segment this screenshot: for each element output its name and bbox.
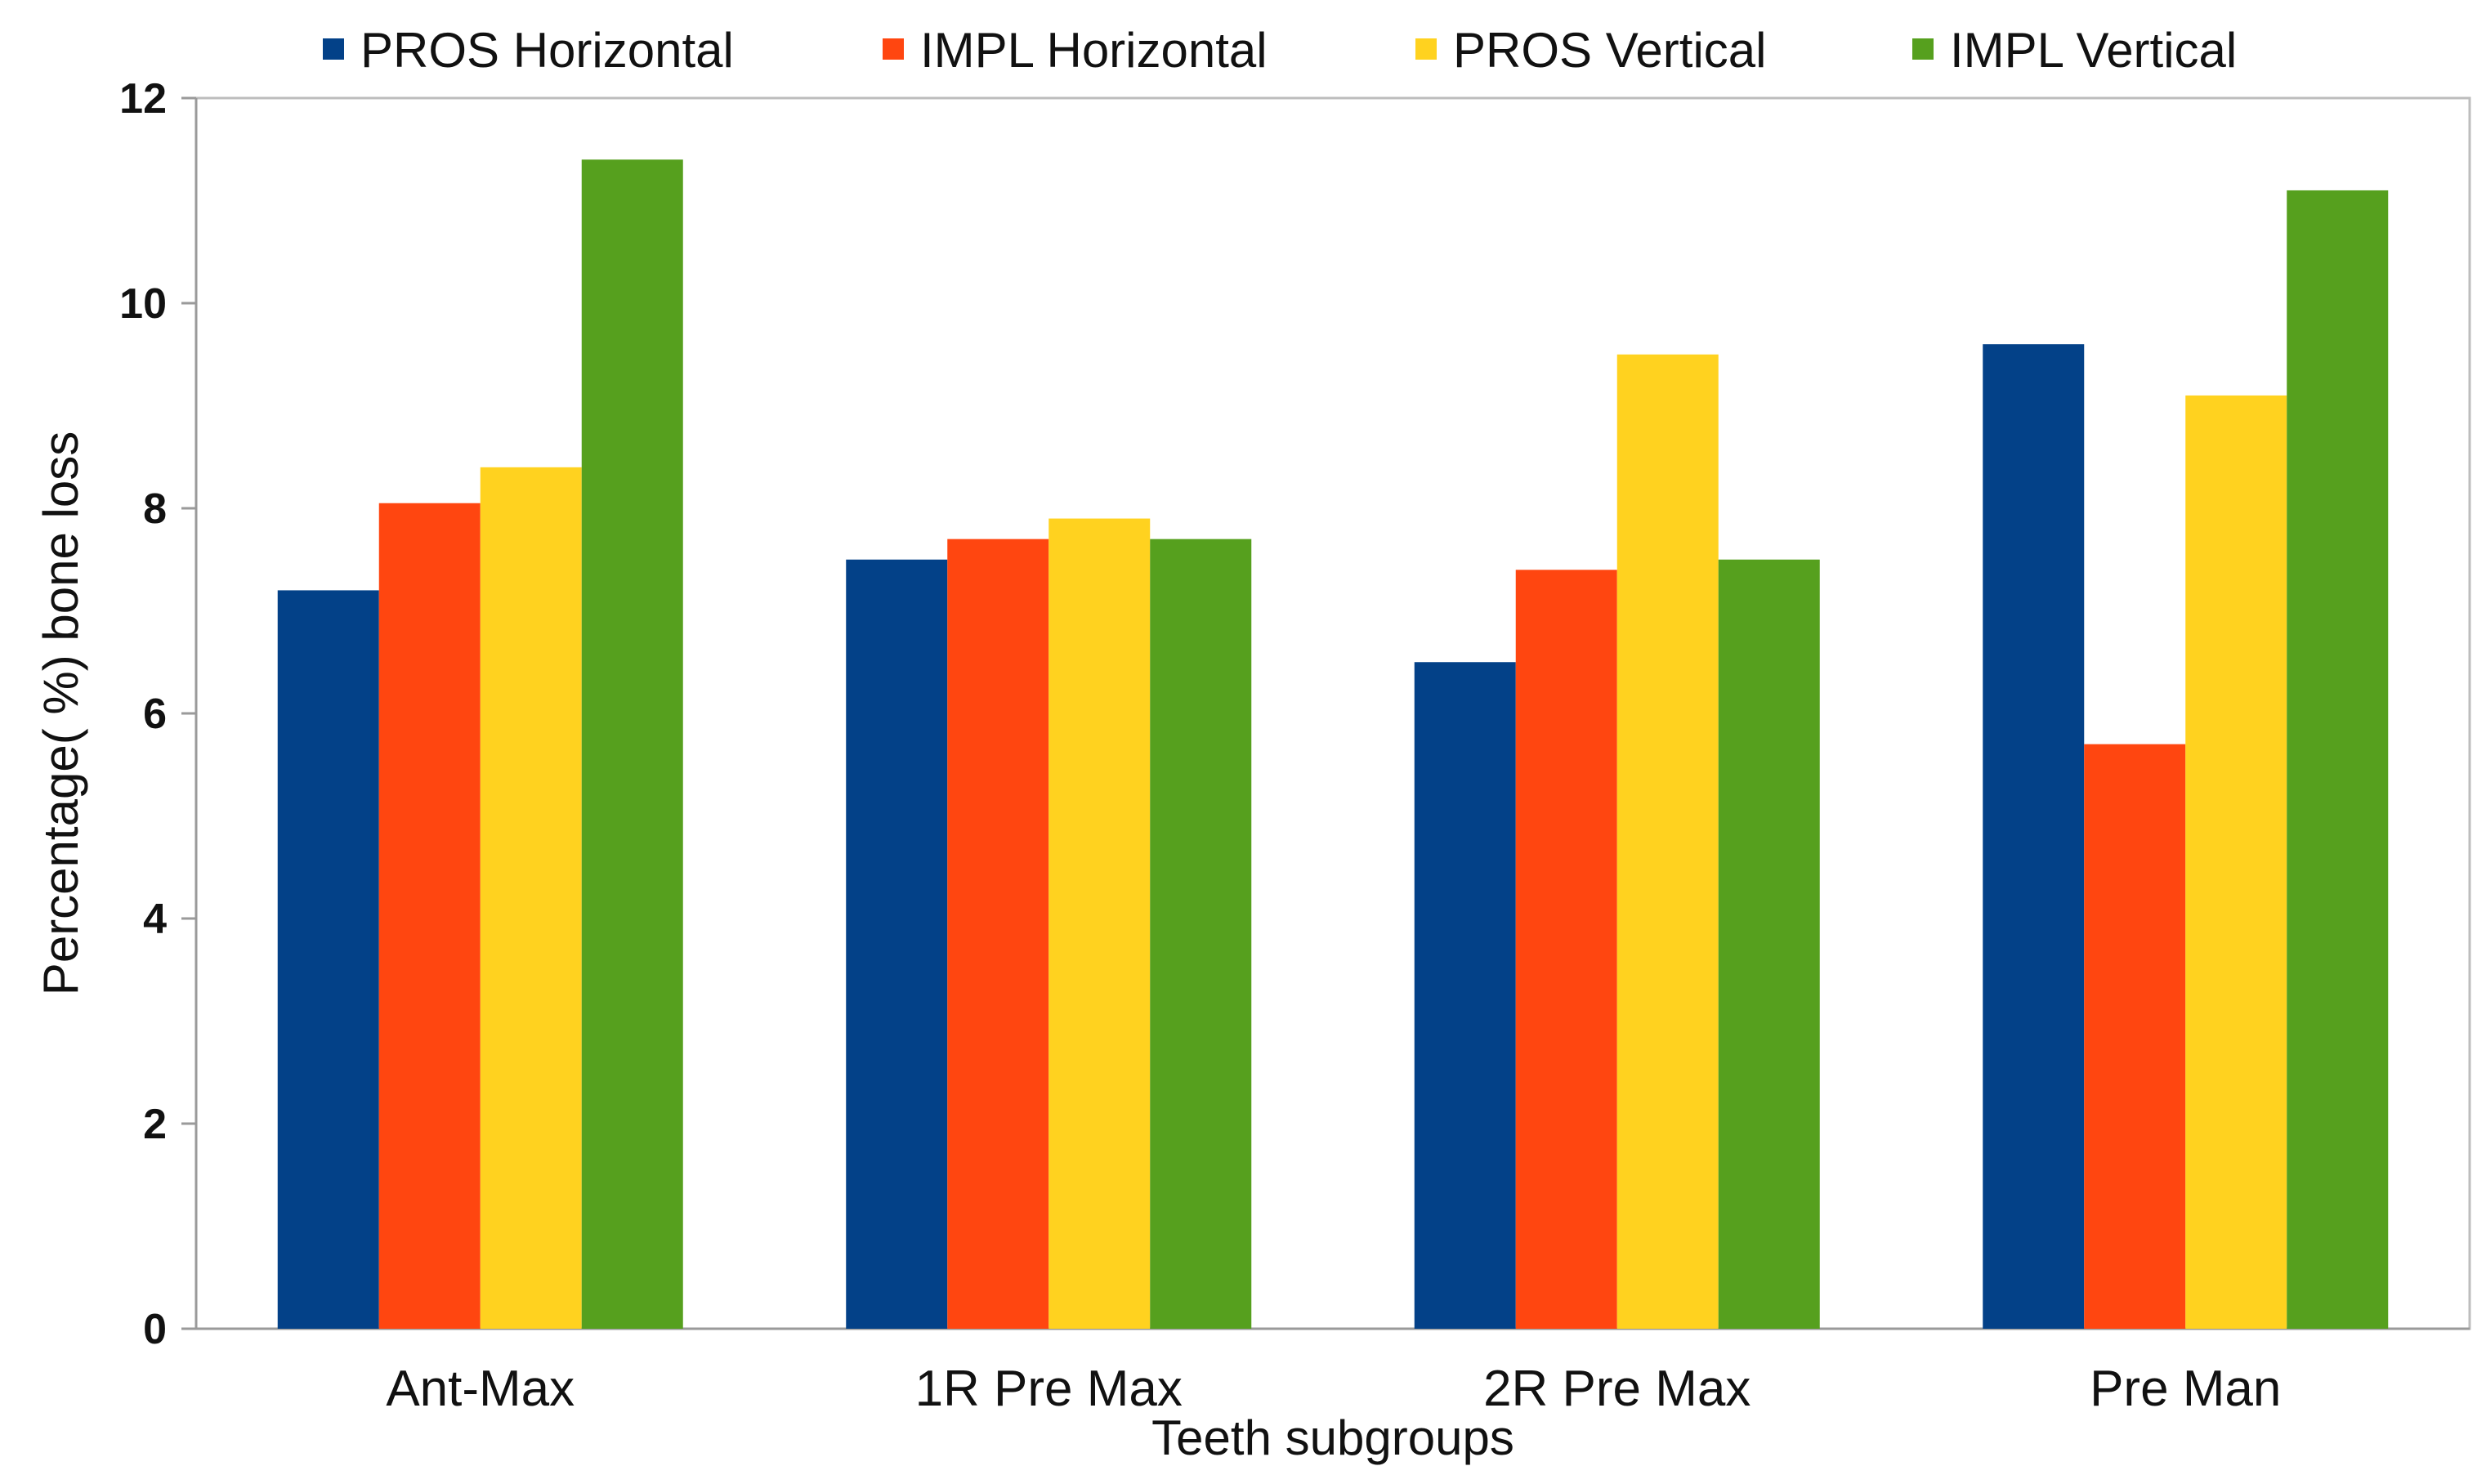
y-tick-label: 12 [119,75,167,123]
legend-swatch [1415,38,1437,60]
legend: PROS Horizontal IMPL Horizontal PROS Verti… [323,23,2237,78]
legend-swatch [1912,38,1934,60]
legend-entry: PROS Horizontal [360,23,734,78]
y-tick-label: 0 [143,1306,167,1353]
legend-entry: PROS Vertical [1453,23,1766,78]
bar-pros-horizontal-pre-man [1983,344,2085,1330]
legend-entry: IMPL Horizontal [920,23,1268,78]
bar-pros-vertical-2r-pre-max [1616,354,1719,1329]
y-tick-label: 6 [143,691,167,738]
bar-pros-horizontal-2r-pre-max [1414,662,1516,1329]
y-tick-label: 4 [143,896,167,943]
legend-swatch [323,38,344,60]
bar-impl-horizontal-1r-pre-max [947,539,1049,1329]
legend-swatch [883,38,904,60]
x-tick-label: Ant-Max [386,1361,575,1417]
x-tick-label: 2R Pre Max [1483,1361,1750,1417]
bar-pros-vertical-1r-pre-max [1049,518,1151,1329]
bars [277,159,2389,1330]
bar-impl-horizontal-ant-max [378,503,481,1329]
x-axis-tick-labels: Ant-Max 1R Pre Max 2R Pre Max Pre Man [386,1361,2281,1417]
bar-pros-horizontal-1r-pre-max [846,559,948,1329]
bar-impl-vertical-2r-pre-max [1718,559,1820,1329]
y-axis-ticks: 0 2 4 6 8 10 12 [119,75,196,1353]
x-tick-label: 1R Pre Max [915,1361,1183,1417]
bar-pros-vertical-ant-max [480,467,582,1329]
bar-impl-vertical-pre-man [2287,190,2389,1330]
y-tick-label: 8 [143,485,167,533]
y-tick-label: 2 [143,1101,167,1148]
x-axis-title: Teeth subgroups [1151,1410,1514,1465]
bar-pros-vertical-pre-man [2185,395,2287,1330]
bar-impl-horizontal-2r-pre-max [1515,570,1617,1329]
bar-impl-vertical-ant-max [581,159,683,1329]
bar-impl-horizontal-pre-man [2084,744,2186,1329]
x-tick-label: Pre Man [2090,1361,2281,1417]
y-tick-label: 10 [119,280,167,328]
bar-impl-vertical-1r-pre-max [1150,539,1252,1329]
y-axis-title: Percentage( %) bone loss [34,431,88,995]
bar-pros-horizontal-ant-max [277,590,379,1329]
legend-entry: IMPL Vertical [1950,23,2237,78]
